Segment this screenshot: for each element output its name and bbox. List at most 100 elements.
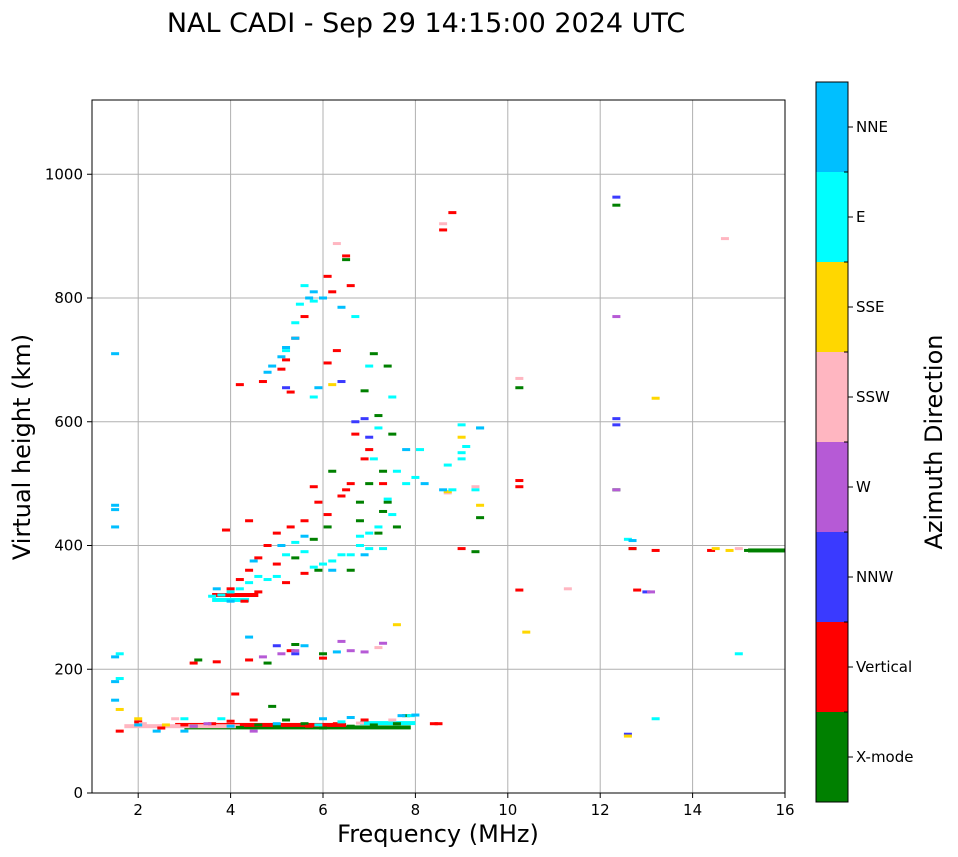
data-point	[226, 599, 235, 603]
data-point	[434, 722, 443, 726]
data-point	[152, 729, 161, 733]
data-point	[134, 720, 143, 724]
data-point	[245, 568, 254, 572]
data-point	[471, 485, 480, 489]
data-point	[328, 383, 337, 387]
data-point	[369, 352, 378, 356]
data-point	[360, 718, 369, 722]
data-point	[295, 302, 304, 306]
colorbar-segment	[816, 262, 848, 352]
data-point	[180, 723, 189, 727]
data-point	[272, 722, 281, 726]
data-point	[245, 658, 254, 662]
data-point	[332, 722, 341, 726]
data-point	[323, 513, 332, 517]
data-point	[720, 237, 729, 241]
data-point	[388, 718, 397, 722]
data-point	[734, 652, 743, 656]
data-point	[272, 531, 281, 535]
data-point	[291, 540, 300, 544]
data-point	[245, 635, 254, 639]
data-point	[309, 537, 318, 541]
data-point	[245, 519, 254, 523]
x-tick-label: 16	[775, 801, 794, 819]
data-point	[286, 525, 295, 529]
colorbar-tick-label: X-mode	[856, 748, 913, 766]
data-point	[647, 590, 656, 594]
data-point	[300, 550, 309, 554]
data-band	[184, 725, 411, 730]
data-point	[309, 290, 318, 294]
y-tick-label: 200	[54, 660, 83, 678]
grid	[92, 100, 786, 794]
data-point	[138, 722, 147, 726]
data-point	[346, 553, 355, 557]
data-point	[369, 457, 378, 461]
data-point	[203, 722, 212, 726]
chart-title: NAL CADI - Sep 29 14:15:00 2024 UTC	[167, 8, 685, 39]
data-point	[476, 426, 485, 430]
data-point	[217, 717, 226, 721]
data-point	[111, 525, 120, 529]
data-point	[235, 578, 244, 582]
data-point	[189, 661, 198, 665]
data-point	[388, 432, 397, 436]
data-point	[235, 587, 244, 591]
data-point	[332, 349, 341, 353]
data-point	[226, 587, 235, 591]
data-point	[744, 548, 753, 552]
data-point	[258, 380, 267, 384]
data-point	[157, 726, 166, 730]
data-point	[725, 548, 734, 552]
colorbar-segment	[816, 442, 848, 532]
x-tick-label: 10	[498, 801, 517, 819]
data-point	[263, 544, 272, 547]
data-point	[300, 644, 309, 648]
data-marks	[111, 195, 785, 738]
data-point	[161, 723, 170, 727]
colorbar-tick-label: Vertical	[856, 658, 912, 676]
data-point	[282, 553, 291, 557]
data-point	[111, 508, 120, 512]
data-point	[309, 565, 318, 569]
data-band	[212, 593, 259, 597]
data-point	[180, 729, 189, 733]
data-point	[254, 574, 263, 578]
data-point	[443, 463, 452, 467]
data-point	[351, 315, 360, 319]
data-point	[379, 641, 388, 645]
data-point	[319, 652, 327, 656]
data-point	[286, 390, 295, 394]
data-point	[457, 435, 466, 439]
data-point	[355, 534, 364, 538]
data-point	[392, 623, 401, 627]
data-point	[374, 426, 383, 430]
data-point	[365, 448, 374, 452]
data-point	[365, 531, 374, 535]
data-point	[342, 488, 351, 492]
data-point	[332, 242, 341, 246]
data-point	[291, 649, 300, 653]
data-point	[111, 655, 120, 659]
data-point	[305, 724, 314, 728]
data-point	[212, 660, 221, 664]
data-point	[346, 284, 355, 288]
data-point	[263, 370, 272, 374]
data-point	[217, 593, 226, 597]
data-point	[300, 571, 309, 575]
data-point	[282, 358, 291, 362]
data-point	[323, 361, 332, 365]
data-point	[515, 479, 524, 483]
data-point	[291, 652, 300, 656]
data-point	[651, 717, 660, 721]
data-point	[623, 732, 632, 736]
data-point	[734, 547, 743, 551]
data-point	[360, 417, 369, 421]
data-point	[342, 254, 351, 258]
data-point	[291, 336, 300, 340]
data-point	[457, 457, 466, 461]
data-point	[337, 494, 346, 498]
data-point	[383, 500, 392, 504]
data-point	[332, 650, 341, 654]
